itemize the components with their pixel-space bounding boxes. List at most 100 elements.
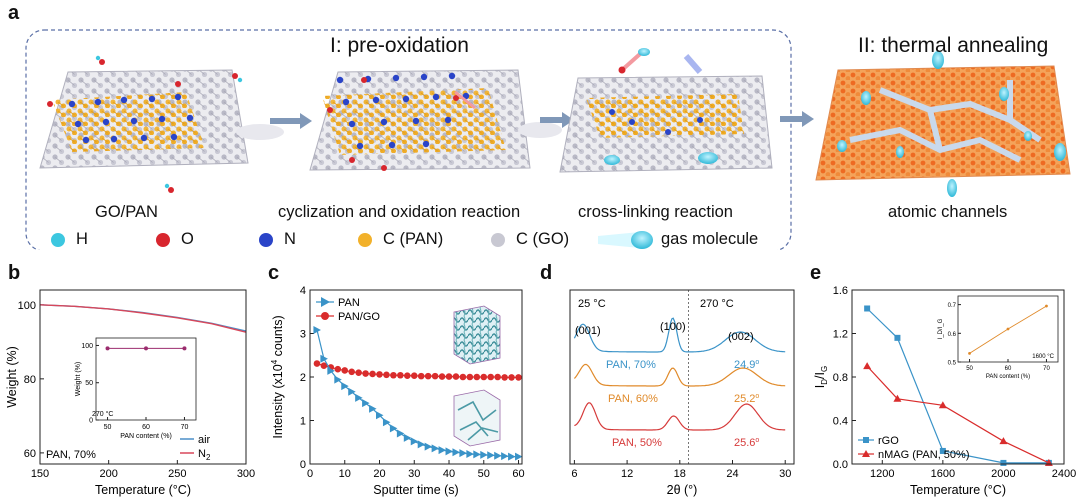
chart-b-inset-xtick-label-2: 70 [181,424,189,431]
chart-b-inset-xtick-label-0: 50 [104,424,112,431]
chart-e-inset-point-2 [1045,304,1048,308]
panel-e-label: e [810,262,822,284]
chart-e-inset-xlabel: PAN content (%) [986,374,1030,380]
chart-b-inset-point-1 [144,346,148,351]
chart-c-xtick-label-0: 0 [307,468,313,480]
chart-b-inset-frame [95,337,197,421]
chart-c-point-pan-11 [389,424,398,433]
chart-b-ytick-label-0: 60 [24,448,36,460]
caption-cyclization: cyclization and oxidation reaction [278,203,521,221]
chart-e-frame [851,289,1065,465]
chart-c-ytick-label-2: 2 [300,372,306,384]
chart-c-point-pan-go-18 [438,373,446,380]
chart-c-point-pan-go-1 [320,362,328,369]
label-002: (002) [728,331,754,343]
chart-d-xtick-label-1: 12 [621,468,633,480]
chart-c-point-pan-go-4 [341,367,349,374]
chart-d-xtick-label-3: 24 [726,468,738,480]
chart-c-point-pan-15 [417,440,426,449]
chart-c-point-pan-25 [487,451,495,460]
chart-e-xtick-label-2: 2000 [991,468,1015,480]
arrow-3 [780,111,814,127]
legend-cpan-marker [358,233,372,247]
chart-c-point-pan-go-21 [459,373,467,381]
chart-c-ylabel: Intensity (x104 counts) [270,315,285,438]
chart-c-point-pan-7 [362,399,370,408]
legend-rgo-marker [863,437,869,443]
chart-c-point-pan-3 [334,375,342,384]
chart-c-point-pan-go-19 [445,373,453,380]
chart-b: 150 200 250 300 60 80 100 50 60 70 0 50 100 PAN cont… [5,289,255,497]
legend-air-label: air [198,434,211,446]
chart-c-point-pan-go-20 [452,373,460,380]
chart-b-xtick-label-0: 150 [31,468,49,480]
stage2-title: II: thermal annealing [858,34,1049,57]
chart-e-inset-ytick-label-2: 0.7 [948,303,957,309]
label-270c: 270 °C [700,298,734,310]
chart-e-xtick-label-3: 2400 [1052,468,1076,480]
arrow-1 [270,113,312,129]
chart-c-point-pan-1 [320,354,328,363]
chart-c-point-pan-26 [494,451,502,460]
chart-e-point-nmag-1 [893,394,902,402]
legend-n2-label: N2 [198,448,211,462]
chart-c-xtick-label-4: 40 [443,468,455,480]
chart-c-point-pan-go-13 [404,372,411,379]
label-25c: 25 °C [578,298,606,310]
chart-e-inset-ytick-label-0: 0.5 [948,361,957,367]
chart-e-point-nmag-2 [938,401,947,409]
chart-b-inset-point-0 [105,346,110,351]
panel-c-label: c [268,262,280,284]
panel-a-label: a [8,2,20,24]
chart-d-xtick-label-2: 18 [674,468,686,480]
chart-e-point-rgo-1 [894,334,901,341]
chart-e-ytick-label-3: 1.2 [833,329,848,341]
chart-e-inset-annotation: 1600 °C [1032,354,1054,360]
chart-c-point-pan-go-26 [494,373,501,381]
chart-c-point-pan-go-6 [355,369,362,376]
legend-gas-marker [598,231,653,249]
label-100: (100) [660,321,686,333]
panel-a-illustration [25,29,1071,250]
chart-c-point-pan-go-7 [362,370,369,377]
panel-b-label: b [8,262,21,284]
chart-e-xlabel: Temperature (°C) [910,483,1006,497]
label-pan60: PAN, 60% [608,393,658,405]
chart-c-point-pan-go-25 [487,373,495,381]
chart-b-ytick-label-2: 100 [18,300,36,312]
chart-b-inset-ytick-label-0: 0 [89,418,93,425]
chart-d-plot: 6 12 18 24 30 [571,290,791,480]
chart-c-point-pan-go-8 [369,370,376,378]
chart-d-xlabel: 2θ (°) [667,483,698,497]
chart-e-xtick-label-1: 1600 [931,468,955,480]
chart-e-inset-ytick-label-1: 0.6 [948,332,957,338]
chart-c-point-pan-go-15 [417,372,425,380]
chart-b-xlabel: Temperature (°C) [95,483,191,497]
chart-c-xtick-label-3: 30 [408,468,420,480]
chart-c-xtick-label-1: 10 [339,468,351,480]
chart-c-point-pan-6 [355,393,363,402]
chart-c-point-pan-19 [445,447,454,456]
chart-c-point-pan-24 [480,450,488,459]
chart-e-inset-point-0 [968,351,971,355]
chart-c-point-pan-go-24 [480,373,488,381]
caption-cross-linking: cross-linking reaction [578,203,733,221]
legend-rgo-label: rGO [878,435,899,447]
caption-atomic-channels: atomic channels [888,203,1008,221]
chart-c-point-pan-9 [376,411,384,420]
label-pan70: PAN, 70% [606,359,656,371]
chart-b-xtick-label-3: 300 [237,468,255,480]
chart-d-line-2 [574,402,786,431]
chart-c-point-pan-go-5 [348,368,356,376]
sheet-cross-linking [559,48,773,173]
chart-d-line-1 [573,363,786,387]
legend-o-marker [156,233,170,247]
sheet-annealed [815,51,1071,197]
chart-e-inset: 50 60 70 0.5 0.6 0.7 PAN content (%) I_D/I_G 160… [938,295,1059,380]
chart-c-point-pan-2 [327,366,335,375]
chart-c-point-pan-go-14 [410,372,418,379]
chart-b-annotation: PAN, 70% [46,449,96,461]
legend-cpan-label: C (PAN) [383,230,444,248]
stage1-frame [25,29,792,250]
chart-c-ytick-label-3: 3 [300,329,306,341]
